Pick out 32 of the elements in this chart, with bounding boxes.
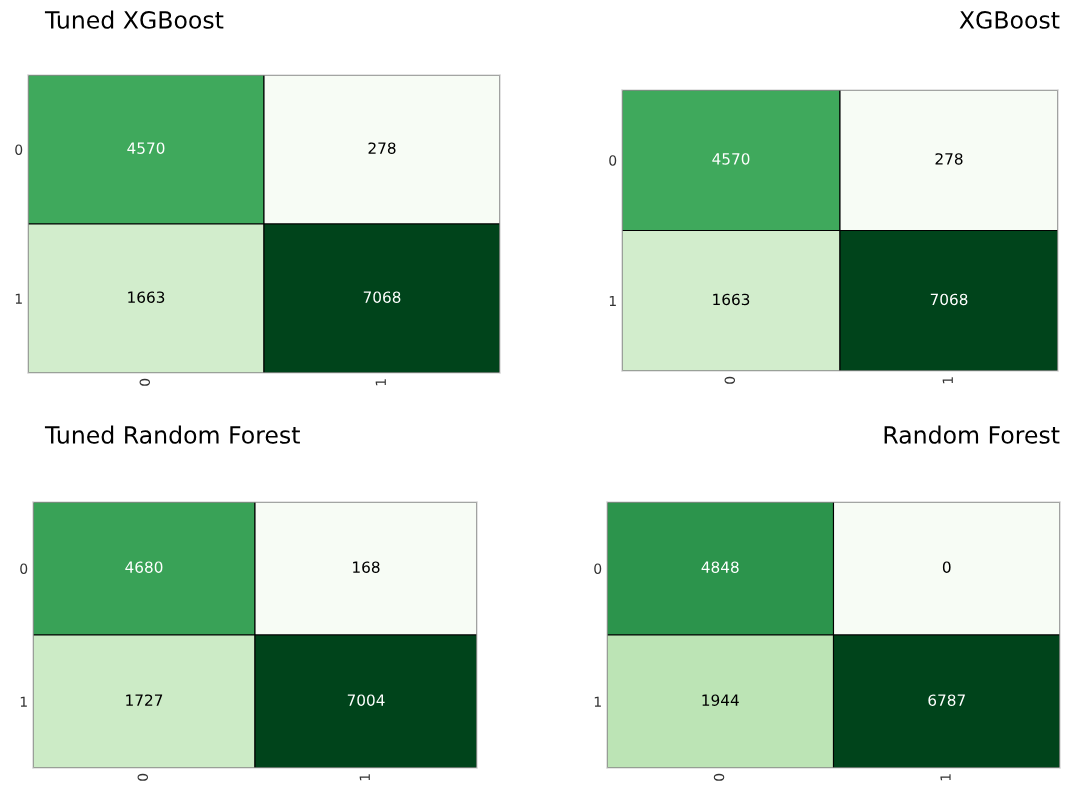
data-label: 7068 bbox=[363, 291, 401, 303]
chart-title: Tuned XGBoost bbox=[44, 10, 224, 29]
chart-title: Random Forest bbox=[884, 425, 1060, 444]
x-tick-label: 0 bbox=[724, 376, 736, 384]
x-tick-label: 0 bbox=[139, 378, 151, 386]
data-label: 4848 bbox=[701, 561, 739, 573]
x-tick-label: 1 bbox=[942, 377, 953, 384]
x-tick-label: 0 bbox=[137, 773, 149, 781]
data-label: 278 bbox=[368, 142, 396, 154]
data-label: 6787 bbox=[928, 694, 965, 706]
x-tick-label: 1 bbox=[375, 379, 386, 386]
y-tick-label: 1 bbox=[20, 696, 27, 707]
y-tick-label: 1 bbox=[15, 293, 22, 304]
data-label: 0 bbox=[942, 561, 951, 573]
data-label: 1944 bbox=[702, 694, 739, 706]
x-tick-label: 1 bbox=[940, 774, 951, 781]
y-tick-label: 0 bbox=[20, 563, 28, 574]
data-label: 4570 bbox=[712, 153, 750, 165]
data-label: 1663 bbox=[128, 291, 165, 303]
chart-title: XGBoost bbox=[959, 10, 1060, 29]
data-label: 168 bbox=[353, 561, 380, 573]
data-label: 7004 bbox=[347, 694, 385, 706]
x-tick-label: 0 bbox=[713, 773, 725, 781]
x-tick-label: 1 bbox=[359, 774, 370, 781]
y-tick-label: 0 bbox=[15, 144, 23, 155]
data-label: 4570 bbox=[127, 142, 165, 154]
data-label: 278 bbox=[935, 153, 963, 165]
data-label: 4680 bbox=[125, 561, 163, 573]
chart-title: Tuned Random Forest bbox=[44, 425, 300, 444]
data-label: 1727 bbox=[126, 694, 163, 706]
data-label: 7068 bbox=[930, 293, 968, 306]
data-label: 1663 bbox=[713, 293, 750, 306]
